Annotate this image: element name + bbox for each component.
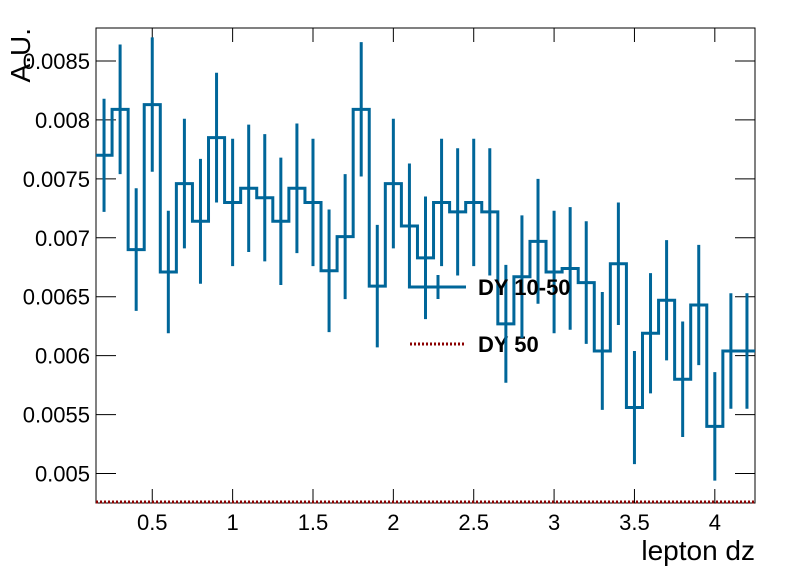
legend-label: DY 50 <box>478 332 539 357</box>
x-tick-label: 4 <box>709 510 721 535</box>
x-tick-label: 2.5 <box>458 510 489 535</box>
y-tick-label: 0.0055 <box>23 403 90 428</box>
x-tick-label: 3.5 <box>619 510 650 535</box>
legend-label: DY 10-50 <box>478 275 571 300</box>
x-tick-label: 2 <box>387 510 399 535</box>
x-tick-label: 3 <box>548 510 560 535</box>
y-tick-label: 0.008 <box>35 108 90 133</box>
x-tick-label: 1.5 <box>298 510 329 535</box>
histogram-line <box>96 103 755 428</box>
y-tick-label: 0.006 <box>35 344 90 369</box>
y-tick-label: 0.0065 <box>23 285 90 310</box>
x-axis-label: lepton dz <box>641 535 755 566</box>
x-tick-label: 0.5 <box>137 510 168 535</box>
y-tick-label: 0.007 <box>35 226 90 251</box>
y-axis-label: A.U. <box>5 28 36 82</box>
y-tick-label: 0.005 <box>35 462 90 487</box>
y-tick-label: 0.0075 <box>23 167 90 192</box>
y-tick-label: 0.0085 <box>23 49 90 74</box>
x-tick-label: 1 <box>226 510 238 535</box>
